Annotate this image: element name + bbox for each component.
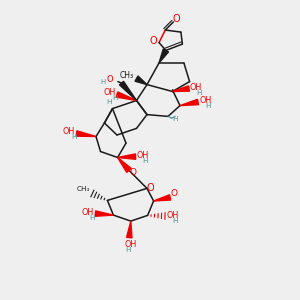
Polygon shape — [119, 81, 136, 101]
Text: H: H — [206, 103, 211, 109]
Text: H: H — [89, 214, 94, 220]
Text: CH₃: CH₃ — [119, 71, 134, 80]
Text: H: H — [71, 134, 76, 140]
Text: OH: OH — [167, 211, 179, 220]
Text: OH: OH — [125, 240, 137, 249]
Polygon shape — [180, 99, 199, 106]
Polygon shape — [95, 211, 113, 216]
Polygon shape — [172, 86, 190, 92]
Text: H: H — [106, 99, 112, 105]
Text: OH: OH — [190, 83, 202, 92]
Text: H: H — [172, 116, 177, 122]
Text: O: O — [149, 36, 157, 46]
Polygon shape — [76, 131, 96, 137]
Polygon shape — [159, 49, 169, 63]
Text: H: H — [142, 158, 148, 164]
Text: H: H — [101, 79, 106, 85]
Text: OH: OH — [200, 96, 211, 105]
Polygon shape — [118, 158, 131, 172]
Text: CH₃: CH₃ — [76, 186, 90, 192]
Text: OH: OH — [137, 151, 149, 160]
Text: H: H — [126, 247, 131, 253]
Polygon shape — [116, 92, 136, 100]
Text: H: H — [172, 218, 177, 224]
Text: OH: OH — [103, 88, 116, 98]
Text: OH: OH — [63, 128, 75, 136]
Text: O: O — [130, 168, 137, 177]
Text: O: O — [170, 189, 178, 198]
Text: O: O — [172, 14, 180, 25]
Text: H: H — [197, 90, 202, 96]
Text: OH: OH — [82, 208, 94, 217]
Polygon shape — [135, 76, 147, 85]
Polygon shape — [127, 221, 132, 238]
Text: H: H — [112, 95, 118, 101]
Text: O: O — [106, 75, 113, 84]
Text: O: O — [147, 183, 154, 193]
Polygon shape — [118, 154, 136, 159]
Polygon shape — [154, 195, 171, 201]
